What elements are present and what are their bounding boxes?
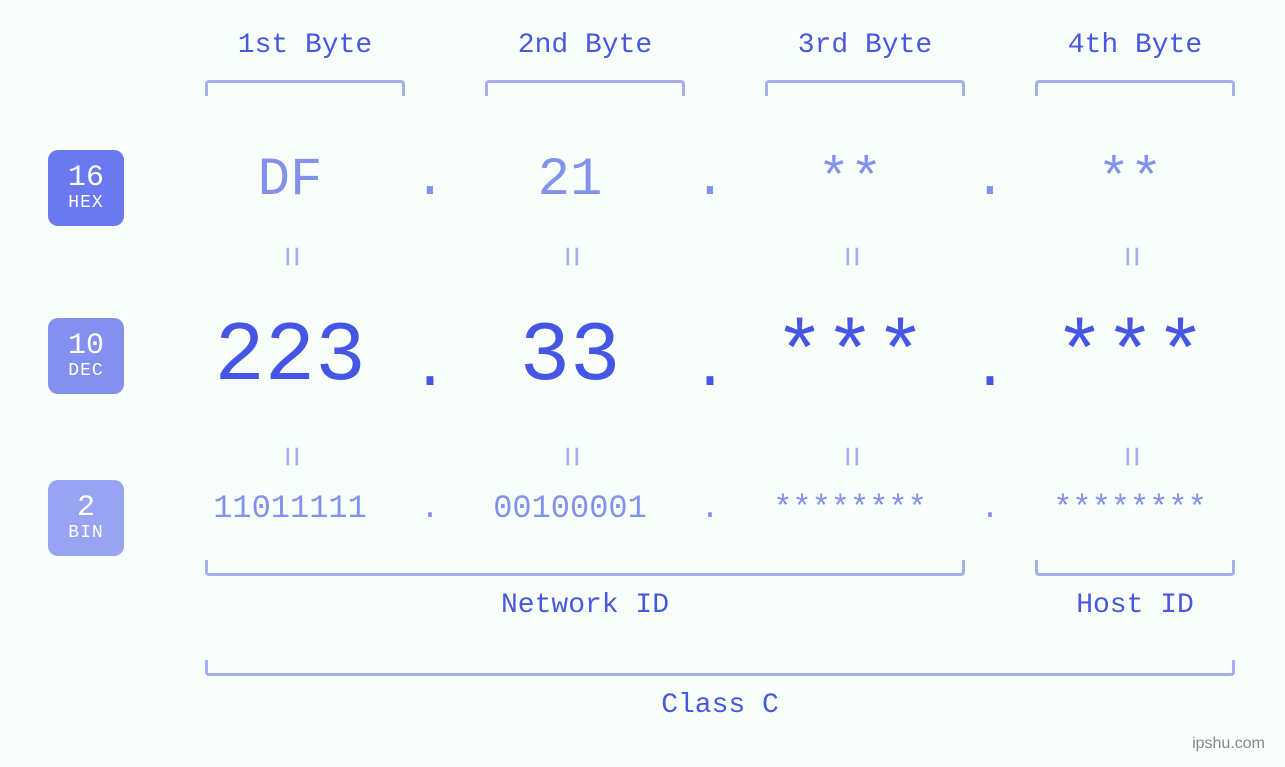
byte-header-2: 2nd Byte bbox=[455, 30, 715, 61]
host-id-bracket bbox=[1035, 560, 1235, 576]
hex-dot-3: . bbox=[965, 150, 1015, 211]
base-badge-bin-num: 2 bbox=[48, 493, 124, 525]
byte-bracket-4 bbox=[1035, 80, 1235, 96]
equals-icon: = bbox=[1110, 342, 1151, 572]
bin-dot-2: . bbox=[685, 490, 735, 527]
base-badge-bin-label: BIN bbox=[48, 524, 124, 543]
base-badge-hex: 16 HEX bbox=[48, 150, 124, 226]
equals-row-1: = = = = bbox=[175, 236, 1255, 277]
network-id-label: Network ID bbox=[205, 590, 965, 621]
base-badge-bin: 2 BIN bbox=[48, 480, 124, 556]
byte-header-4: 4th Byte bbox=[1005, 30, 1265, 61]
dec-dot-2: . bbox=[685, 336, 735, 404]
hex-dot-1: . bbox=[405, 150, 455, 211]
byte-bracket-2 bbox=[485, 80, 685, 96]
network-id-bracket bbox=[205, 560, 965, 576]
dec-dot-3: . bbox=[965, 336, 1015, 404]
hex-row: DF . 21 . ** . ** bbox=[175, 150, 1255, 211]
bin-byte-4: ******** bbox=[1015, 490, 1245, 527]
equals-icon: = bbox=[550, 342, 591, 572]
hex-dot-2: . bbox=[685, 150, 735, 211]
bin-byte-1: 11011111 bbox=[175, 490, 405, 527]
byte-bracket-1 bbox=[205, 80, 405, 96]
bin-byte-2: 00100001 bbox=[455, 490, 685, 527]
base-badge-dec: 10 DEC bbox=[48, 318, 124, 394]
dec-row: 223 . 33 . *** . *** bbox=[175, 310, 1255, 405]
byte-header-1: 1st Byte bbox=[175, 30, 435, 61]
base-badge-dec-label: DEC bbox=[48, 362, 124, 381]
bin-dot-1: . bbox=[405, 490, 455, 527]
equals-icon: = bbox=[270, 342, 311, 572]
base-badge-hex-num: 16 bbox=[48, 163, 124, 195]
watermark: ipshu.com bbox=[1192, 735, 1265, 753]
equals-icon: = bbox=[830, 342, 871, 572]
dec-dot-1: . bbox=[405, 336, 455, 404]
host-id-label: Host ID bbox=[1005, 590, 1265, 621]
equals-row-2: = = = = bbox=[175, 436, 1255, 477]
bin-dot-3: . bbox=[965, 490, 1015, 527]
byte-bracket-3 bbox=[765, 80, 965, 96]
base-badge-hex-label: HEX bbox=[48, 194, 124, 213]
bin-byte-3: ******** bbox=[735, 490, 965, 527]
bin-row: 11011111 . 00100001 . ******** . *******… bbox=[175, 490, 1255, 527]
base-badge-dec-num: 10 bbox=[48, 331, 124, 363]
class-bracket bbox=[205, 660, 1235, 676]
class-label: Class C bbox=[205, 690, 1235, 721]
byte-header-3: 3rd Byte bbox=[735, 30, 995, 61]
